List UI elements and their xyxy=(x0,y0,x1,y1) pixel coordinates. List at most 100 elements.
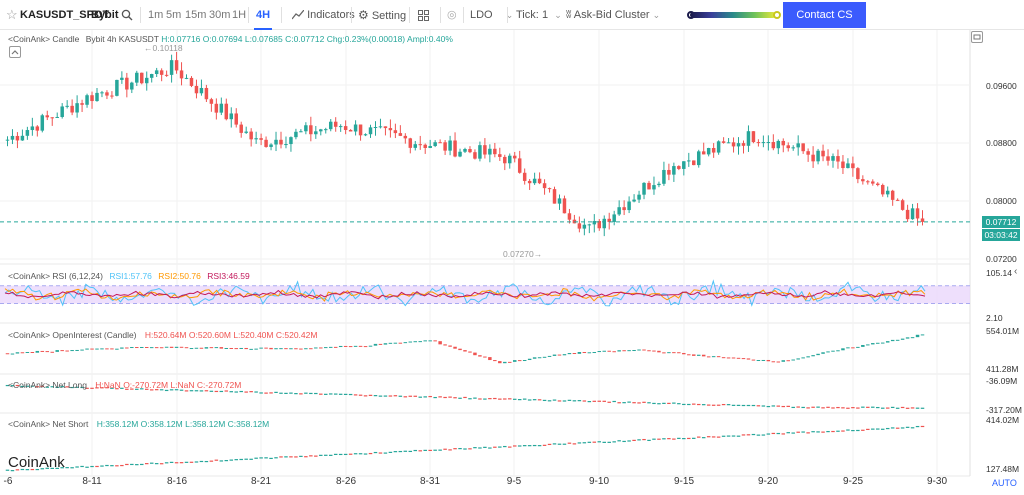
net-long-bar xyxy=(821,407,825,409)
timeframe-15m[interactable]: 15m xyxy=(185,9,207,21)
candle-body xyxy=(448,140,452,151)
eye-icon[interactable]: ◎ xyxy=(447,9,457,21)
search-icon[interactable] xyxy=(121,0,133,30)
net-short-bar xyxy=(741,434,746,436)
high-marker-value: 0.10118 xyxy=(152,43,183,53)
net-long-bar xyxy=(274,391,278,393)
candle-body xyxy=(5,139,10,141)
candle-body xyxy=(358,124,363,136)
net-long-bar xyxy=(791,406,795,409)
candle-body xyxy=(806,151,810,155)
candle-body xyxy=(756,142,761,144)
net-long-bar xyxy=(547,400,552,402)
net-long-bar xyxy=(463,396,467,399)
net-short-bar xyxy=(383,452,388,454)
net-short-bar xyxy=(368,452,373,455)
net-long-bar xyxy=(622,402,626,404)
net-long-bar xyxy=(841,407,845,409)
oi-candle xyxy=(289,348,293,350)
timeframe-30m[interactable]: 30m xyxy=(209,9,231,21)
net-short-bar xyxy=(343,453,348,456)
oi-candle xyxy=(503,361,507,364)
candle-body xyxy=(169,60,174,75)
net-long-bar xyxy=(771,405,776,407)
oi-axis-bottom: 411.28M xyxy=(986,364,1019,374)
net-long-bar xyxy=(512,398,517,400)
candle-body xyxy=(229,113,234,120)
net-long-bar xyxy=(234,391,238,393)
net-long-bar xyxy=(333,393,338,395)
oi-candle xyxy=(726,357,731,359)
oi-candle xyxy=(876,342,880,344)
oi-candle xyxy=(169,346,174,348)
net-long-bar xyxy=(587,401,592,403)
candle-body xyxy=(667,169,671,175)
timeframe-5m[interactable]: 5m xyxy=(166,9,182,21)
candle-body xyxy=(890,190,895,200)
net-short-bar xyxy=(338,453,343,456)
contact-cs-claim-button[interactable]: Contact CS Claim xyxy=(783,2,866,47)
net-short-bar xyxy=(224,459,229,462)
net-long-bar xyxy=(831,407,835,409)
net-short-bar xyxy=(423,449,427,451)
candle-body xyxy=(328,121,333,130)
net-short-bar xyxy=(572,443,577,445)
net-long-bar xyxy=(726,404,731,406)
net-short-bar xyxy=(149,462,154,464)
star-icon[interactable]: ☆ xyxy=(6,7,18,22)
timeframe-4h[interactable]: 4H xyxy=(253,0,273,30)
oi-candle xyxy=(905,337,910,339)
net-short-bar xyxy=(627,440,631,442)
oi-candle xyxy=(622,350,626,352)
oi-candle xyxy=(701,354,706,357)
heatmap-gradient-slider[interactable] xyxy=(690,12,776,18)
net-short-bar xyxy=(209,460,214,462)
net-long-bar xyxy=(249,391,253,393)
oi-candle xyxy=(617,350,621,352)
net-short-bar xyxy=(135,464,139,466)
collapse-legend-icon[interactable] xyxy=(9,46,21,58)
indicators-button[interactable]: Indicators xyxy=(291,0,355,30)
countdown-label: 03:03:42 xyxy=(982,229,1020,241)
tick-value: 1 xyxy=(542,9,549,21)
screenshot-icon[interactable] xyxy=(971,31,983,43)
gradient-max-handle[interactable] xyxy=(773,11,781,19)
timeframe-1m[interactable]: 1m xyxy=(148,9,164,21)
oi-candle xyxy=(125,347,129,349)
ask-bid-cluster-button[interactable]: ʬ Ask-Bid Cluster ⌄ xyxy=(566,0,660,30)
net-short-high: H:358.12M xyxy=(96,419,139,429)
setting-button[interactable]: ⚙ Setting xyxy=(358,0,406,30)
pane-expand-icon[interactable]: ‹ xyxy=(1014,266,1018,277)
candle-body xyxy=(224,103,229,120)
net-short-bar xyxy=(378,452,383,454)
oi-candle xyxy=(388,342,393,344)
divider xyxy=(409,7,410,23)
net-long-bar xyxy=(348,393,353,396)
oi-candle xyxy=(368,345,373,347)
auto-scale-button[interactable]: AUTO xyxy=(992,478,1017,488)
timeframe-1h[interactable]: 1H xyxy=(232,9,247,21)
net-long-bar xyxy=(895,407,900,409)
ask-bid-icon: ʬ xyxy=(566,9,572,21)
net-short-bar xyxy=(483,446,487,448)
net-short-bar xyxy=(547,443,552,446)
symbol-name[interactable]: KASUSDT_SPOT xyxy=(20,9,110,21)
net-long-bar xyxy=(403,396,408,398)
indicators-label: Indicators xyxy=(307,9,355,21)
net-short-bar xyxy=(159,463,164,465)
candle-body xyxy=(885,190,890,195)
exchange-name[interactable]: Bybit xyxy=(91,9,119,21)
net-long-bar xyxy=(612,400,616,403)
net-long-bar xyxy=(696,403,701,406)
net-long-bar xyxy=(239,390,243,393)
net-long-bar xyxy=(224,390,229,392)
tick-selector[interactable]: 1 ⌄ xyxy=(542,0,562,30)
net-long-bar xyxy=(532,399,537,401)
candle-body xyxy=(652,185,656,190)
net-short-bar xyxy=(254,457,258,459)
coin-selector[interactable]: LDO ⌄ xyxy=(470,0,513,30)
net-long-bar xyxy=(751,404,756,407)
layout-icon[interactable] xyxy=(418,0,429,30)
oi-candle xyxy=(65,350,69,352)
net-short-bar xyxy=(130,463,134,466)
